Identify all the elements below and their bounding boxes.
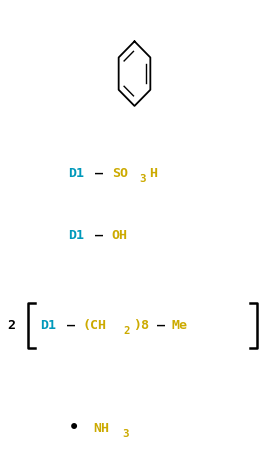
Text: —: — (95, 167, 104, 180)
Text: SO: SO (112, 167, 128, 180)
Text: Me: Me (172, 319, 187, 332)
Text: NH: NH (93, 422, 109, 435)
Text: —: — (67, 319, 75, 332)
Text: •: • (69, 419, 79, 437)
Text: D1: D1 (69, 167, 84, 180)
Text: 2: 2 (8, 319, 16, 332)
Text: 2: 2 (123, 326, 130, 336)
Text: D1: D1 (40, 319, 56, 332)
Text: )8: )8 (133, 319, 149, 332)
Text: —: — (95, 228, 104, 242)
Text: 3: 3 (122, 429, 129, 439)
Text: OH: OH (112, 228, 128, 242)
Text: H: H (149, 167, 157, 180)
Text: 3: 3 (139, 174, 146, 184)
Text: (CH: (CH (82, 319, 106, 332)
Text: —: — (157, 319, 165, 332)
Text: D1: D1 (69, 228, 84, 242)
